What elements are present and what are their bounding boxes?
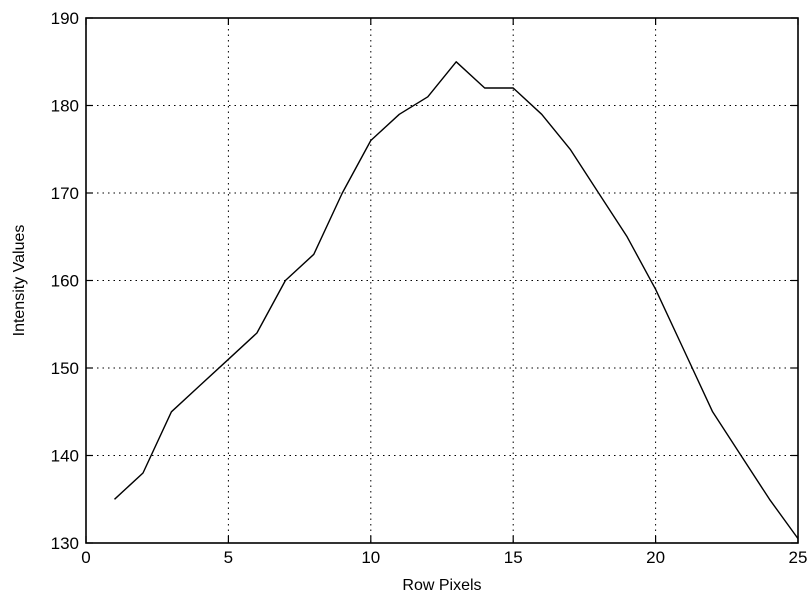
x-tick-label: 20 bbox=[646, 548, 665, 567]
y-tick-label: 150 bbox=[51, 359, 79, 378]
x-tick-label: 10 bbox=[361, 548, 380, 567]
axis-ticks bbox=[85, 17, 799, 544]
series-line bbox=[114, 61, 799, 540]
y-tick-label: 140 bbox=[51, 447, 79, 466]
tick-labels: 0 5 10 15 20 25 130 140 150 160 170 180 190 bbox=[51, 9, 808, 567]
y-tick-label: 190 bbox=[51, 9, 79, 28]
y-tick-label: 170 bbox=[51, 184, 79, 203]
x-tick-label: 0 bbox=[81, 548, 90, 567]
x-tick-label: 15 bbox=[504, 548, 523, 567]
y-axis-label: Intensity Values bbox=[11, 225, 28, 337]
y-tick-label: 130 bbox=[51, 534, 79, 553]
x-axis-label: Row Pixels bbox=[402, 577, 481, 594]
x-tick-label: 5 bbox=[224, 548, 233, 567]
grid-lines bbox=[86, 18, 798, 543]
y-tick-label: 160 bbox=[51, 272, 79, 291]
x-tick-label: 25 bbox=[789, 548, 808, 567]
series-group bbox=[114, 61, 799, 540]
y-tick-label: 180 bbox=[51, 97, 79, 116]
